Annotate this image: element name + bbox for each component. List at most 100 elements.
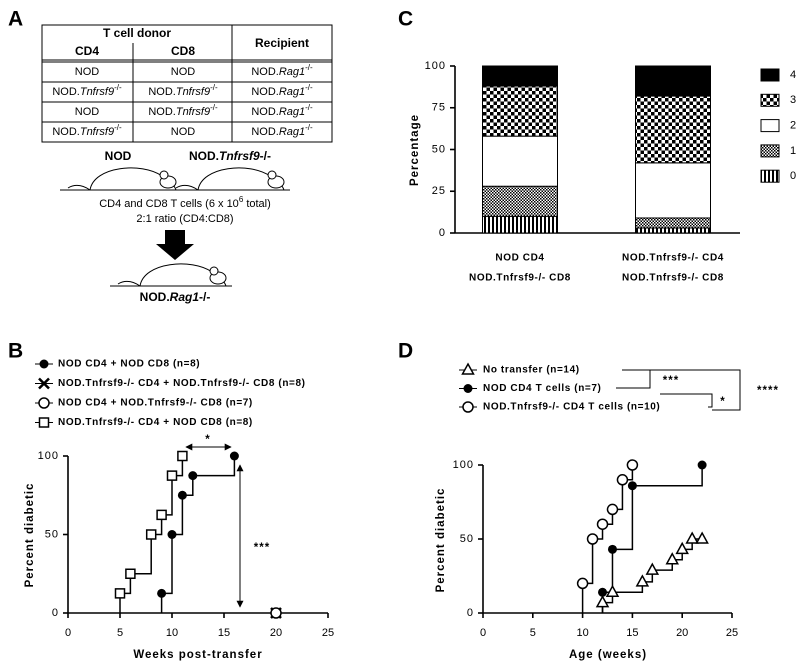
point-marker <box>229 451 239 461</box>
legend-swatch <box>760 68 780 82</box>
transfer-text: CD4 and CD8 T cells (6 x 106 total) <box>99 195 271 210</box>
significance-bracket <box>616 369 651 389</box>
point-marker <box>114 588 126 599</box>
table-cell-part: NOD <box>75 106 100 118</box>
significance-label: * <box>720 396 725 408</box>
transfer-arrow <box>156 230 194 260</box>
panel-label: C <box>398 8 413 31</box>
recipient-label: NOD.Rag1-/- <box>140 290 211 304</box>
significance-label: *** <box>254 542 270 554</box>
legend-label: NOD CD4 + NOD CD8 (n=8) <box>58 359 200 370</box>
step-line <box>192 456 236 477</box>
table-cell-part: NOD <box>171 126 196 138</box>
table-header: CD8 <box>171 44 195 58</box>
transfer-text-part: total) <box>243 198 271 210</box>
significance-bracket <box>650 369 741 411</box>
table-cell-part: Rag1 <box>279 126 305 138</box>
significance-label: **** <box>757 385 779 397</box>
step-line <box>161 475 173 516</box>
x-tick-label: NOD.Tnfrsf9-/- CD8 <box>622 273 724 284</box>
table-cell-part: -/- <box>305 83 313 92</box>
table-cell: NOD.Tnfrsf9-/- <box>148 103 218 118</box>
legend-label: NOD CD4 T cells (n=7) <box>483 383 601 394</box>
table-cell-part: -/- <box>305 63 313 72</box>
ratio-text: 2:1 ratio (CD4:CD8) <box>136 213 233 225</box>
table-cell: NOD <box>171 126 196 138</box>
bar-segment <box>635 227 711 234</box>
legend-marker <box>39 359 49 369</box>
table-header: T cell donor <box>103 26 171 40</box>
recipient-label-part: NOD. <box>140 290 170 304</box>
donor-label-part: NOD <box>105 149 132 163</box>
y-axis-label: Percent diabetic <box>24 483 36 588</box>
point-marker <box>145 529 157 540</box>
donor-mouse <box>59 167 183 191</box>
transfer-text-part: 6 <box>239 195 244 204</box>
bar-segment <box>482 65 558 87</box>
point-marker <box>675 541 689 555</box>
bar-segment <box>635 162 711 219</box>
legend-marker <box>463 384 473 393</box>
point-marker <box>595 595 610 608</box>
legend-label: 3 <box>790 94 796 106</box>
transfer-text-part: CD4 and CD8 T cells (6 x 10 <box>99 198 239 210</box>
point-marker <box>188 471 198 481</box>
x-tick-label: 10 <box>166 627 178 639</box>
x-tick-label: NOD.Tnfrsf9-/- CD8 <box>469 273 571 284</box>
table-cell: NOD.Tnfrsf9-/- <box>52 123 122 138</box>
table-cell-part: NOD. <box>251 126 279 138</box>
y-tick-label: 100 <box>425 60 446 72</box>
point-marker <box>125 568 136 579</box>
table-cell-part: -/- <box>114 123 122 132</box>
legend-label: 2 <box>790 120 796 132</box>
legend-marker <box>38 377 50 390</box>
recipient-label-part: -/- <box>199 290 210 304</box>
donor-label: NOD.Tnfrsf9-/- <box>189 149 271 163</box>
donor-label-part: Tnfrsf9 <box>219 149 260 163</box>
table-cell-part: Tnfrsf9 <box>176 106 210 118</box>
legend-swatch <box>760 169 780 183</box>
x-tick-label: 20 <box>270 627 282 639</box>
point-marker <box>177 450 188 462</box>
point-marker <box>606 503 619 516</box>
legend-label: 0 <box>790 170 796 182</box>
x-tick-label: 20 <box>676 627 688 639</box>
y-tick-label: 25 <box>432 185 446 197</box>
step-line <box>130 534 152 575</box>
x-tick-label: 10 <box>576 627 588 639</box>
table-cell-part: NOD. <box>52 86 80 98</box>
point-marker <box>586 533 599 545</box>
legend-label: 4 <box>790 69 796 81</box>
point-marker <box>697 460 707 470</box>
bar-segment <box>635 95 711 164</box>
legend-label: NOD CD4 + NOD.Tnfrsf9-/- CD8 (n=7) <box>58 398 253 409</box>
point-marker <box>685 531 699 544</box>
table-cell-part: NOD. <box>148 106 176 118</box>
legend-label: No transfer (n=14) <box>483 365 580 376</box>
y-tick-label: 50 <box>432 143 446 155</box>
point-marker <box>635 574 650 587</box>
point-marker <box>177 490 187 500</box>
table-header: CD4 <box>75 44 99 58</box>
table-cell-part: -/- <box>210 83 218 92</box>
table-cell: NOD <box>75 106 100 118</box>
x-tick-label: 5 <box>117 627 123 639</box>
donor-label: NOD <box>105 149 132 163</box>
panel-label: B <box>8 340 23 363</box>
table-cell-part: NOD. <box>251 86 279 98</box>
legend-swatch <box>760 119 780 133</box>
x-tick-label: 15 <box>218 627 230 639</box>
x-axis-label: Age (weeks) <box>569 649 647 661</box>
y-tick-label: 75 <box>432 102 446 114</box>
legend-marker <box>462 401 474 413</box>
step-line <box>632 465 703 487</box>
legend-swatch <box>760 93 780 107</box>
legend-marker <box>38 397 50 409</box>
bar-segment <box>635 217 711 229</box>
table-cell-part: -/- <box>305 123 313 132</box>
point-marker <box>166 470 178 481</box>
step-line <box>172 495 184 536</box>
legend-label: NOD.Tnfrsf9-/- CD4 + NOD CD8 (n=8) <box>58 417 253 428</box>
x-tick-label: 25 <box>322 627 334 639</box>
